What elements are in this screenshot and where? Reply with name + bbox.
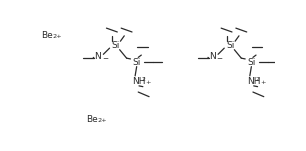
Text: Si: Si — [112, 41, 120, 50]
Text: 2: 2 — [256, 77, 260, 82]
Text: Si: Si — [247, 58, 256, 66]
Text: −: − — [102, 56, 108, 62]
Text: Si: Si — [226, 41, 235, 50]
Text: Si: Si — [132, 58, 141, 66]
Text: NH: NH — [247, 77, 260, 86]
Text: Be: Be — [86, 115, 98, 124]
Text: N: N — [95, 52, 101, 61]
Text: 2: 2 — [141, 77, 145, 82]
Text: 2+: 2+ — [97, 118, 107, 123]
Text: N: N — [209, 52, 216, 61]
Text: Be: Be — [41, 31, 53, 40]
Text: +: + — [145, 80, 151, 85]
Text: −: − — [217, 56, 223, 62]
Text: NH: NH — [132, 77, 146, 86]
Text: 2+: 2+ — [52, 34, 62, 39]
Text: +: + — [260, 80, 265, 85]
